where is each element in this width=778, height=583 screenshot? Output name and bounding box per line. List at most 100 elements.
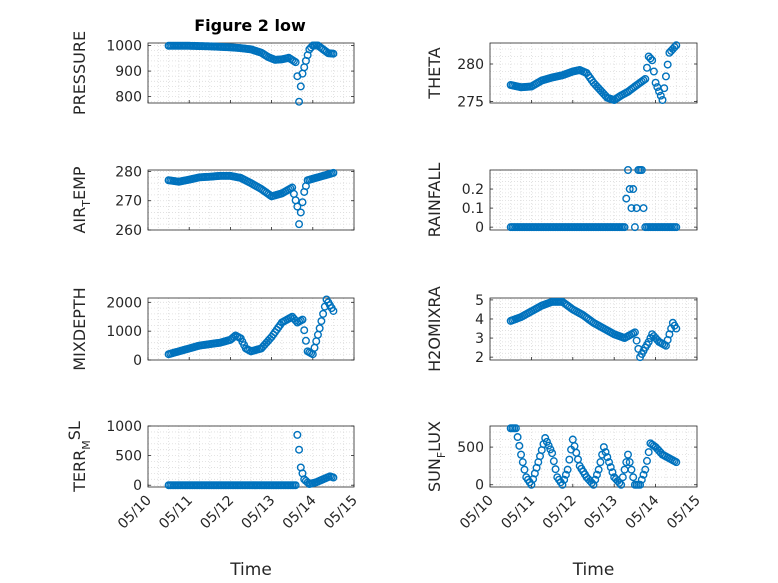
series-markers — [164, 295, 338, 359]
data-point — [560, 475, 569, 484]
subplot-sun_flux: 0 500 05/10 05/11 05/12 05/13 05/14 05/15 Time SU… — [425, 421, 704, 580]
data-point — [624, 450, 633, 459]
data-point — [630, 223, 639, 232]
y-axis-label: SUNFLUX — [425, 421, 448, 492]
x-tick-label: 05/14 — [280, 492, 320, 532]
data-point — [641, 74, 650, 83]
data-point — [544, 441, 553, 450]
y-tick-label: 1000 — [106, 39, 142, 55]
x-tick-label: 05/15 — [321, 493, 361, 533]
data-point — [629, 473, 638, 482]
y-tick-label: 0 — [475, 478, 484, 494]
data-point — [608, 468, 617, 477]
y-tick-label: 2 — [475, 350, 484, 366]
data-point — [644, 337, 653, 346]
data-point — [625, 458, 634, 467]
data-point — [599, 443, 608, 452]
series-markers — [164, 168, 338, 229]
y-tick-label: 3 — [475, 331, 484, 347]
data-point — [658, 95, 667, 104]
data-point — [542, 437, 551, 446]
data-point — [295, 220, 304, 229]
data-point — [656, 91, 665, 100]
data-point — [660, 84, 669, 93]
data-point — [565, 455, 574, 464]
axes-box — [147, 42, 355, 104]
series-markers — [506, 424, 681, 489]
data-point — [649, 67, 658, 76]
data-point — [549, 457, 558, 466]
data-point — [637, 165, 646, 174]
data-point — [606, 463, 615, 472]
data-point — [591, 475, 600, 484]
data-point — [293, 202, 302, 211]
axes-box — [489, 42, 698, 104]
subplot-grid: 800 900 1000 PRESSURE 275 280 THETA 260 270 280 AI… — [65, 31, 704, 580]
data-point — [291, 58, 300, 67]
data-point — [295, 445, 304, 454]
y-tick-label: 4 — [475, 312, 484, 328]
y-tick-label: 280 — [115, 164, 142, 180]
data-point — [648, 56, 657, 65]
x-tick-label: 05/11 — [498, 493, 538, 533]
data-point — [563, 465, 572, 474]
series-markers — [164, 430, 338, 490]
series-markers — [506, 41, 681, 104]
data-point — [663, 60, 672, 69]
x-tick-label: 05/11 — [156, 493, 196, 533]
data-point — [625, 185, 634, 194]
data-point — [642, 456, 651, 465]
data-point — [594, 465, 603, 474]
y-tick-label: 800 — [115, 90, 142, 106]
x-tick-label: 05/14 — [623, 492, 663, 532]
series-markers — [506, 165, 681, 232]
data-point — [329, 49, 338, 58]
data-point — [329, 473, 338, 482]
data-point — [630, 328, 639, 337]
y-tick-label: 0.1 — [462, 201, 484, 217]
data-point — [295, 97, 304, 106]
y-tick-label: 0 — [133, 478, 142, 494]
data-point — [670, 43, 679, 52]
data-point — [639, 204, 648, 213]
y-tick-label: 270 — [115, 194, 142, 210]
data-point — [518, 458, 527, 467]
data-point — [661, 72, 670, 81]
data-point — [605, 458, 614, 467]
subplot-mixdepth: 0 1000 2000 MIXDEPTH — [70, 287, 355, 371]
y-tick-label: 280 — [457, 57, 484, 73]
y-tick-label: 0 — [133, 353, 142, 369]
data-point — [592, 470, 601, 479]
y-axis-label: MIXDEPTH — [70, 287, 89, 370]
series-markers — [506, 297, 681, 362]
data-point — [293, 430, 302, 439]
y-tick-label: 500 — [115, 449, 142, 465]
y-axis-label: RAINFALL — [425, 163, 444, 238]
x-axis-label: Time — [572, 560, 615, 580]
data-point — [637, 475, 646, 484]
data-point — [639, 76, 648, 85]
data-point — [300, 326, 309, 335]
data-point — [511, 424, 520, 433]
data-point — [632, 336, 641, 345]
figure-title: Figure 2 low — [194, 16, 306, 35]
y-tick-label: 275 — [457, 95, 484, 111]
data-point — [624, 165, 633, 174]
data-point — [627, 465, 636, 474]
data-point — [622, 194, 631, 203]
y-tick-label: 5 — [475, 293, 484, 309]
data-point — [629, 185, 638, 194]
data-point — [672, 41, 681, 50]
x-tick-label: 05/10 — [457, 493, 497, 533]
x-tick-label: 05/10 — [115, 493, 155, 533]
y-axis-label: PRESSURE — [70, 31, 89, 115]
data-point — [551, 465, 560, 474]
x-tick-label: 05/13 — [239, 493, 279, 533]
data-point — [296, 82, 305, 91]
data-point — [558, 480, 567, 489]
y-axis-label: AIRTEMP — [70, 166, 93, 233]
data-point — [329, 168, 338, 177]
x-tick-label: 05/12 — [540, 493, 580, 533]
y-tick-label: 1000 — [106, 419, 142, 435]
